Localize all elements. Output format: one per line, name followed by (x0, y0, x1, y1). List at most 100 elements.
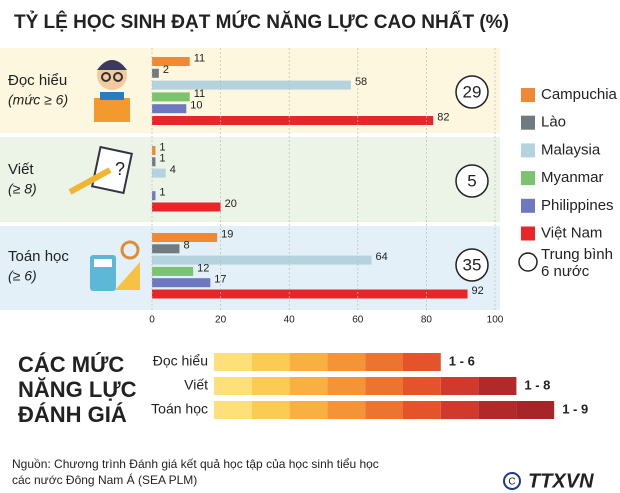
bar-value: 10 (190, 100, 202, 112)
bar-value: 20 (225, 198, 237, 210)
scale-segment (327, 401, 366, 419)
x-tick-label: 100 (487, 315, 504, 326)
bar-value: 17 (214, 274, 226, 286)
bar (152, 68, 159, 78)
bar-value: 64 (376, 251, 388, 263)
average-circle (455, 75, 489, 109)
bar (152, 57, 190, 66)
bar (152, 191, 156, 201)
bar-value: 8 (183, 240, 189, 252)
legend-label: Philippines (541, 197, 614, 214)
bar-value: 2 (163, 64, 169, 76)
x-tick-label: 40 (284, 315, 296, 326)
bar (152, 278, 211, 288)
bar-value: 11 (194, 52, 205, 64)
x-tick-label: 80 (421, 315, 433, 326)
bar-value: 11 (194, 88, 205, 100)
bar-value: 12 (197, 262, 209, 274)
scale-segment (214, 377, 252, 395)
writing-icon: ? (68, 145, 133, 195)
scale-title: NĂNG LỰC (18, 377, 137, 402)
chart-title: TỶ LỆ HỌC SINH ĐẠT MỨC NĂNG LỰC CAO NHẤT… (14, 11, 509, 33)
bar (152, 146, 156, 155)
scale-segment (289, 353, 328, 371)
scale-bar (214, 377, 517, 395)
bar-value: 4 (170, 164, 176, 176)
average-value: 29 (463, 82, 482, 101)
legend-label: Lào (541, 114, 566, 131)
bar (152, 244, 180, 254)
legend-average (518, 252, 538, 272)
legend-swatch (521, 88, 535, 102)
scale-segment (251, 353, 290, 371)
scale-segment (327, 353, 366, 371)
category-label: Viết (8, 161, 34, 178)
logo: TTXVN (528, 470, 594, 492)
scale-bar (214, 401, 555, 419)
bar (152, 233, 218, 242)
svg-text:C: C (508, 477, 515, 488)
bar (152, 168, 166, 178)
bar (152, 266, 194, 276)
bar (152, 255, 372, 265)
average-circle (455, 164, 489, 198)
bar (152, 289, 468, 299)
ttxvn-logo: C TTXVN (503, 470, 594, 492)
bar-value: 1 (159, 187, 165, 199)
x-tick-label: 20 (215, 315, 227, 326)
scale-range: 1 - 8 (524, 377, 550, 392)
category-note: (≥ 6) (8, 268, 37, 284)
scale-segment (365, 353, 403, 371)
legend-label: Campuchia (541, 86, 618, 103)
scale-row-label: Viết (184, 377, 208, 393)
scale-segment (214, 353, 252, 371)
category-label: Đọc hiểu (8, 72, 67, 89)
x-tick-label: 60 (352, 315, 364, 326)
legend-label: Trung bình 6 nước (541, 246, 613, 280)
bar (152, 157, 156, 167)
bar (152, 80, 351, 90)
bar-value: 19 (221, 228, 233, 240)
math-icon (90, 240, 140, 291)
bar (152, 92, 190, 102)
legend-swatch (521, 115, 535, 130)
average-circle (455, 248, 489, 282)
source: các nước Đông Nam Á (SEA PLM) (12, 472, 197, 487)
reading-icon (94, 60, 130, 122)
average-value: 35 (463, 255, 482, 274)
bar-value: 82 (437, 111, 449, 123)
bar (152, 202, 221, 212)
scale-segment (289, 401, 328, 419)
legend-swatch (521, 226, 535, 241)
average-value: 5 (467, 171, 476, 190)
scale-row-label: Toán học (151, 401, 208, 417)
legend-label: Myanmar (541, 169, 604, 186)
svg-text:?: ? (115, 159, 125, 179)
bar-value: 1 (159, 153, 165, 165)
scale-segment (403, 377, 441, 395)
scale-range: 1 - 9 (562, 401, 588, 416)
bar (152, 104, 187, 114)
panel (0, 137, 500, 222)
scale-segment (365, 377, 403, 395)
scale-segment (403, 353, 441, 371)
scale-segment (440, 401, 479, 419)
scale-range: 1 - 6 (449, 353, 475, 368)
scale-row-label: Đọc hiểu (153, 353, 208, 369)
scale-segment (516, 401, 555, 419)
scale-segment (403, 401, 441, 419)
legend-swatch (521, 198, 535, 213)
scale-title: CÁC MỨC (18, 352, 124, 377)
source: Nguồn: Chương trình Đánh giá kết quả học… (12, 457, 379, 471)
bar (152, 116, 434, 125)
bar-value: 1 (159, 141, 165, 153)
category-label: Toán học (8, 248, 69, 265)
bar-value: 92 (472, 285, 484, 297)
category-note: (mức ≥ 6) (8, 92, 68, 108)
legend-label: Việt Nam (541, 224, 602, 241)
scale-segment (478, 401, 517, 419)
bar-value: 58 (355, 76, 367, 88)
category-note: (≥ 8) (8, 181, 37, 197)
scale-segment (365, 401, 403, 419)
